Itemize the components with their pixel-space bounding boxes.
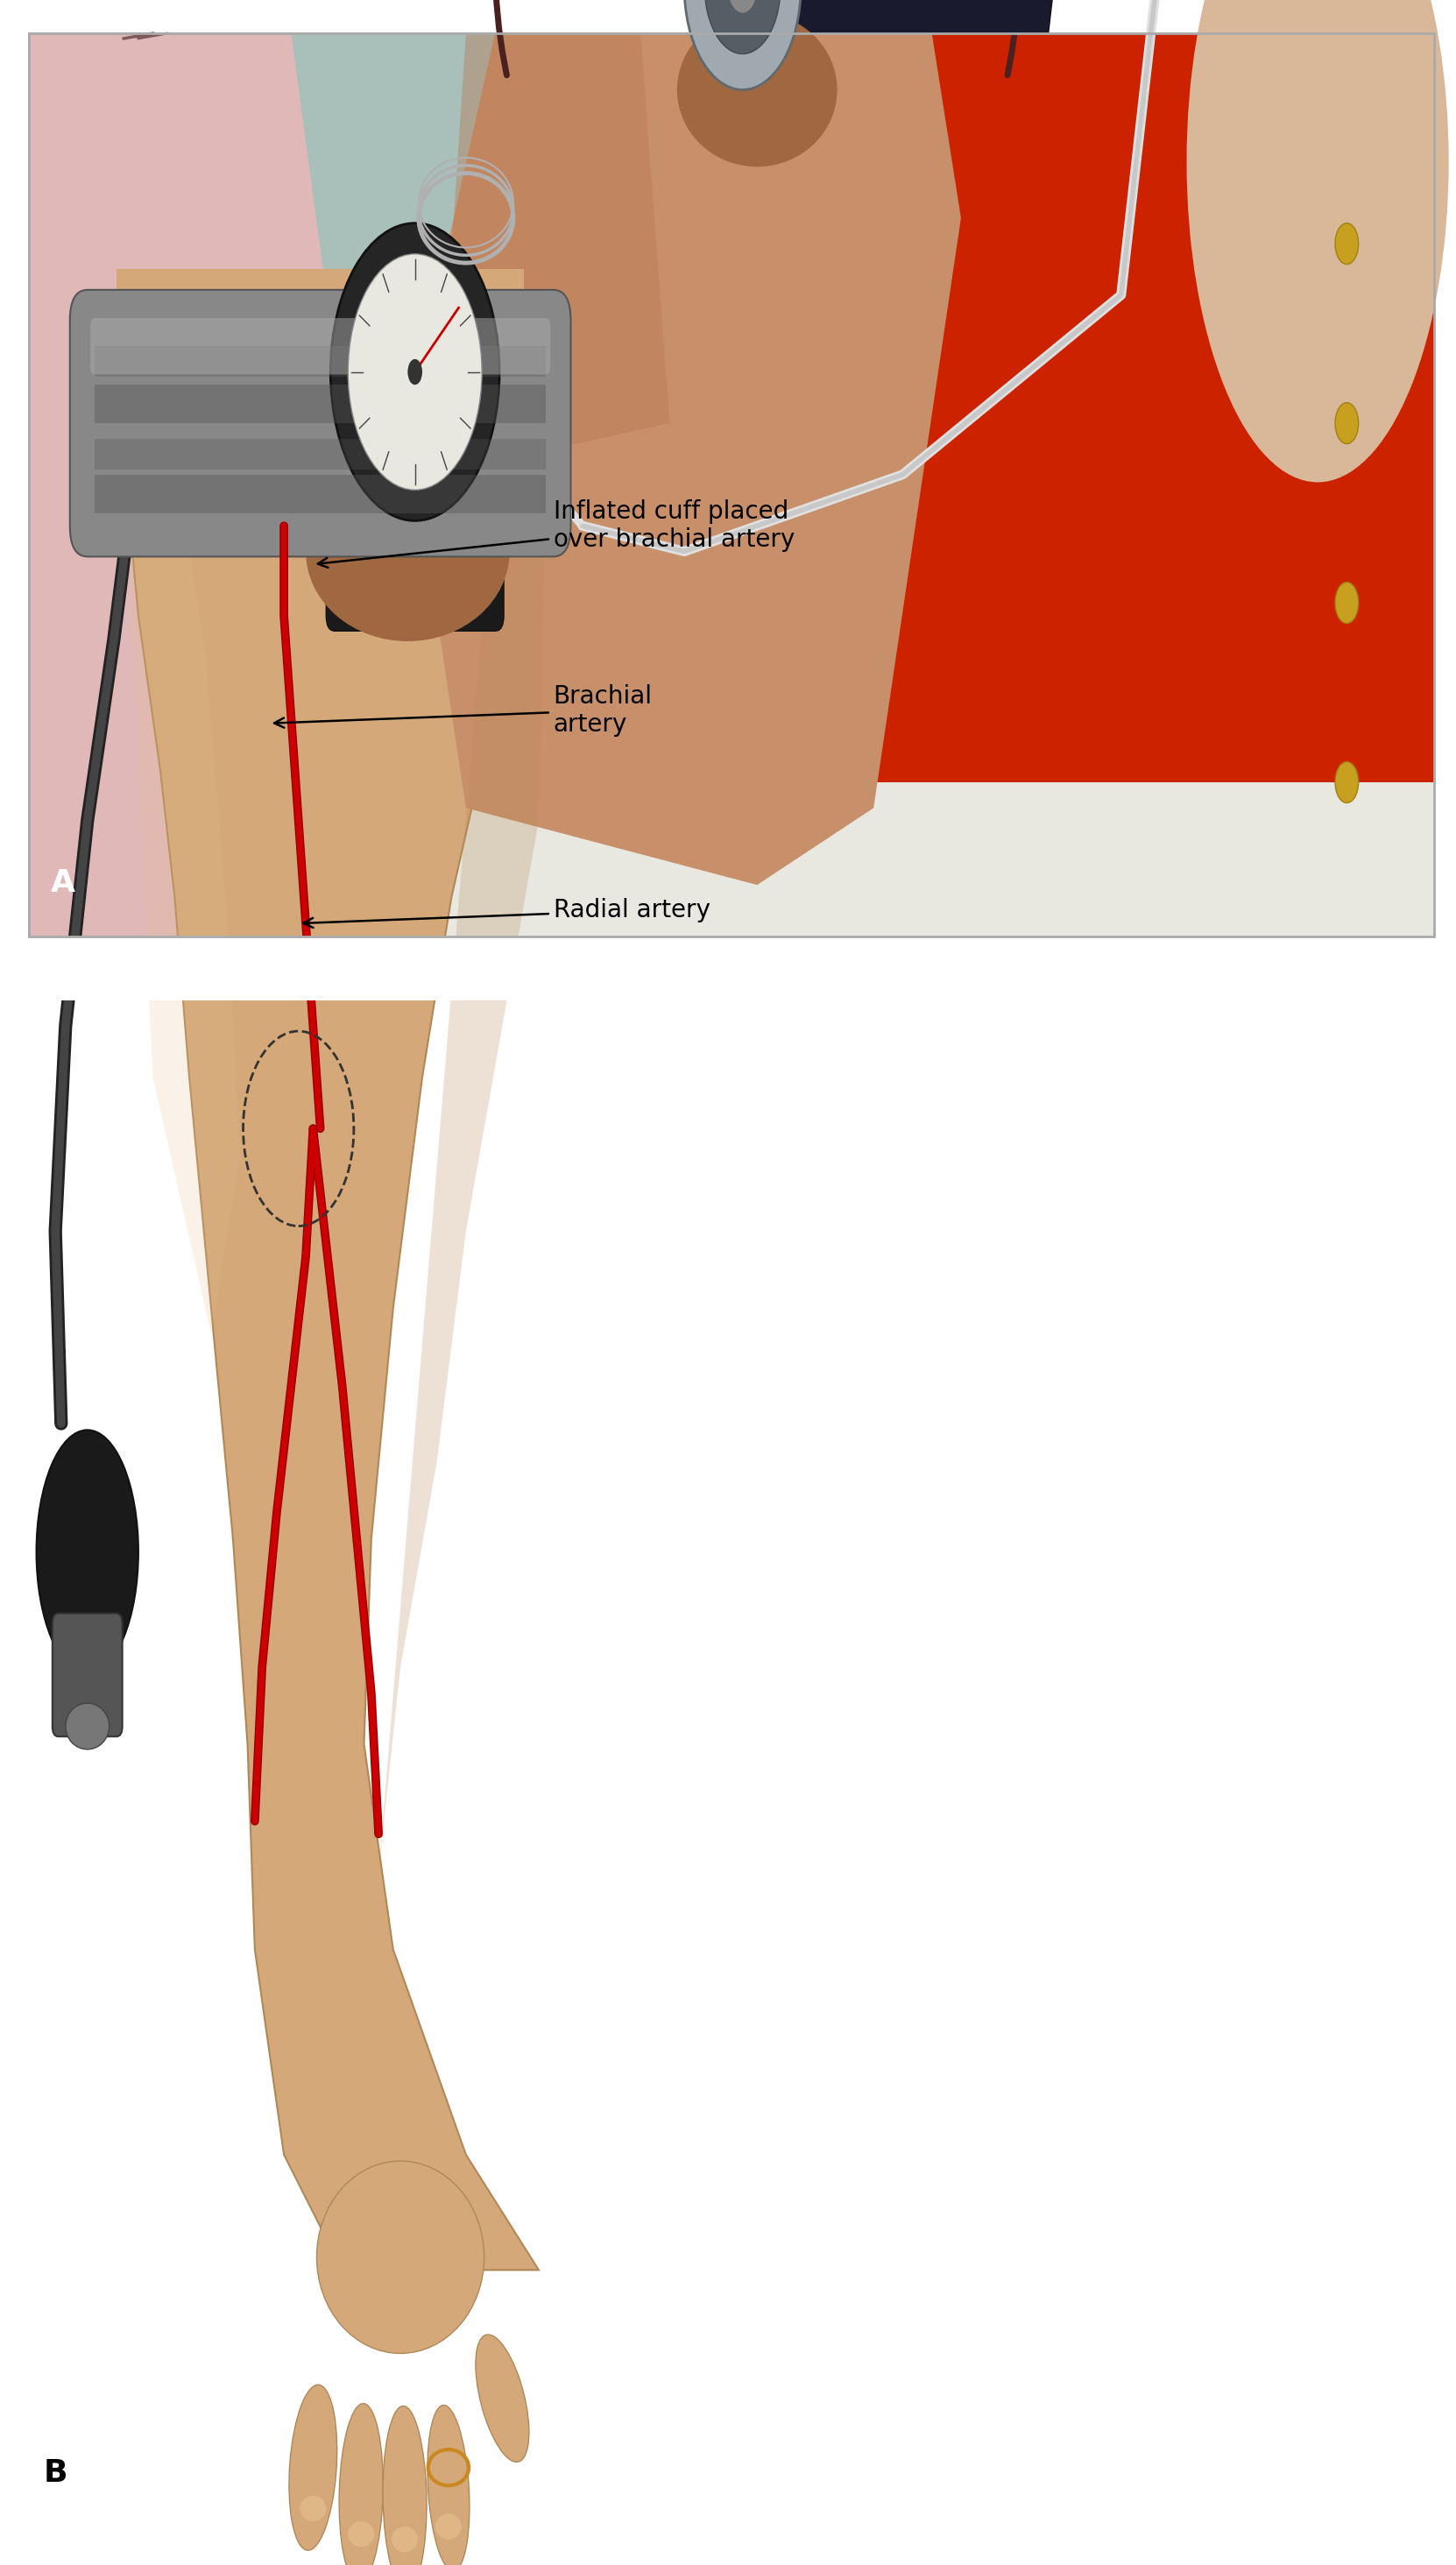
- Polygon shape: [29, 33, 379, 936]
- Text: Brachial
artery: Brachial artery: [274, 685, 652, 736]
- Text: A: A: [51, 867, 76, 898]
- Circle shape: [331, 223, 499, 521]
- Circle shape: [705, 0, 780, 54]
- FancyBboxPatch shape: [70, 290, 571, 557]
- Ellipse shape: [339, 2403, 383, 2565]
- Ellipse shape: [348, 2521, 374, 2547]
- Polygon shape: [124, 462, 546, 2270]
- Circle shape: [348, 254, 482, 490]
- Polygon shape: [670, 0, 1077, 33]
- Bar: [29, 33, 1434, 936]
- Ellipse shape: [66, 1703, 109, 1749]
- Ellipse shape: [306, 462, 510, 641]
- Ellipse shape: [428, 2406, 469, 2565]
- Ellipse shape: [1187, 0, 1449, 482]
- Bar: [291, 782, 1434, 936]
- Ellipse shape: [300, 2496, 326, 2521]
- Ellipse shape: [317, 2160, 483, 2355]
- Circle shape: [1335, 403, 1358, 444]
- Circle shape: [684, 0, 801, 90]
- Circle shape: [728, 0, 757, 13]
- Text: Inflated cuff placed
over brachial artery: Inflated cuff placed over brachial arter…: [317, 500, 795, 567]
- Ellipse shape: [476, 2334, 529, 2462]
- Circle shape: [1335, 582, 1358, 623]
- Bar: [0, 936, 1456, 1000]
- Ellipse shape: [290, 2385, 336, 2550]
- Ellipse shape: [383, 2406, 427, 2565]
- Bar: [95, 439, 546, 469]
- Circle shape: [1335, 223, 1358, 264]
- Text: B: B: [44, 2457, 68, 2488]
- FancyBboxPatch shape: [52, 1613, 122, 1737]
- Ellipse shape: [435, 2514, 462, 2539]
- Bar: [95, 475, 546, 513]
- Circle shape: [1335, 762, 1358, 803]
- Circle shape: [408, 359, 422, 385]
- Ellipse shape: [36, 1431, 138, 1675]
- Bar: [95, 385, 546, 423]
- Bar: [95, 346, 546, 377]
- Bar: [116, 269, 524, 321]
- Polygon shape: [786, 33, 1434, 936]
- FancyBboxPatch shape: [326, 459, 504, 631]
- Ellipse shape: [392, 2527, 418, 2552]
- Ellipse shape: [677, 13, 837, 167]
- Polygon shape: [408, 33, 961, 885]
- Polygon shape: [437, 33, 670, 475]
- Polygon shape: [379, 462, 546, 1872]
- Text: Radial artery: Radial artery: [303, 898, 711, 929]
- Bar: [393, 731, 830, 936]
- Bar: [29, 33, 1434, 936]
- FancyBboxPatch shape: [90, 318, 550, 374]
- Polygon shape: [124, 462, 240, 1334]
